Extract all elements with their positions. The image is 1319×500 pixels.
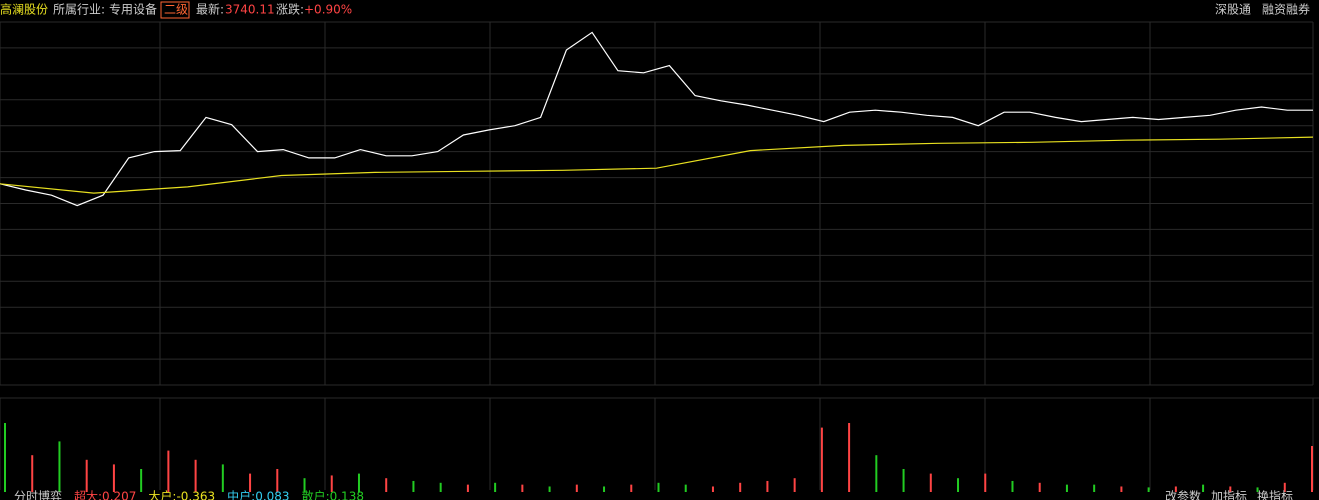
level[interactable]: 二级: [164, 3, 188, 17]
volume-bar: [385, 478, 388, 492]
footer-button[interactable]: 改参数: [1165, 489, 1201, 500]
volume-bar: [221, 464, 224, 492]
volume-bar: [1229, 486, 1232, 492]
volume-bar: [31, 455, 34, 492]
volume-bar: [711, 486, 714, 492]
volume-bar: [1283, 482, 1286, 492]
volume-bar: [194, 459, 197, 492]
volume-bar: [657, 482, 660, 492]
volume-bar: [957, 478, 960, 492]
volume-bar: [929, 473, 932, 492]
price-line: [0, 31, 1313, 207]
volume-bar: [1093, 484, 1096, 492]
volume-bar: [357, 473, 360, 492]
volume-bar: [630, 484, 633, 492]
volume-bar: [1202, 484, 1205, 492]
change: +0.90%: [304, 3, 352, 17]
volume-bar: [1174, 486, 1177, 492]
footer-item: 中户:0.083: [227, 489, 289, 500]
volume-bar: [1256, 487, 1259, 492]
level-box[interactable]: [160, 1, 190, 19]
header-bar: [0, 0, 1319, 20]
volume-bar: [140, 469, 143, 492]
latest: 3740.11: [225, 3, 275, 17]
volume-bar: [276, 469, 279, 492]
price-line: [0, 136, 1314, 194]
volume-bar: [4, 423, 6, 492]
volume-bar: [766, 480, 769, 492]
footer-item: 大户:-0.363: [148, 489, 215, 500]
volume-bar: [112, 464, 115, 492]
footer-button[interactable]: 加指标: [1211, 489, 1247, 500]
stock-name[interactable]: 高澜股份: [0, 2, 48, 17]
volume-bar: [330, 475, 333, 492]
volume-bar: [793, 478, 796, 492]
footer-button[interactable]: 换指标: [1257, 489, 1293, 500]
volume-bar: [85, 459, 88, 492]
volume-bar: [575, 484, 578, 492]
volume-bar: [820, 427, 823, 492]
industry-label: 所属行业:: [53, 3, 105, 17]
footer-item: 超大:0.207: [74, 489, 136, 500]
volume-bar: [58, 441, 61, 492]
volume-bar: [439, 482, 442, 492]
change-label: 涨跌:: [276, 2, 304, 17]
volume-bar: [603, 486, 606, 492]
volume-bar: [167, 450, 170, 492]
industry[interactable]: 专用设备: [109, 2, 157, 17]
volume-bar: [984, 473, 987, 492]
volume-bar: [739, 482, 742, 492]
footer-item: 散户:0.138: [302, 489, 364, 500]
volume-bar: [1120, 486, 1123, 492]
link[interactable]: 融资融券: [1262, 2, 1310, 17]
volume-bar: [1011, 480, 1014, 492]
volume-bar: [412, 480, 415, 492]
volume-bar: [902, 469, 905, 492]
footer-item: 分时博弈: [14, 489, 62, 500]
volume-bar: [1311, 446, 1313, 492]
volume-bar: [1065, 484, 1068, 492]
volume-bar: [466, 484, 469, 492]
volume-bar: [303, 478, 306, 492]
volume-bar: [1147, 487, 1150, 492]
volume-bar: [684, 484, 687, 492]
latest-label: 最新:: [196, 2, 224, 17]
volume-bar: [875, 455, 878, 492]
volume-bar: [494, 482, 497, 492]
volume-bar: [249, 473, 252, 492]
volume-bar: [548, 486, 551, 492]
volume-bar: [848, 423, 851, 492]
link[interactable]: 深股通: [1215, 3, 1251, 17]
volume-bar: [1038, 482, 1041, 492]
volume-bar: [521, 484, 524, 492]
